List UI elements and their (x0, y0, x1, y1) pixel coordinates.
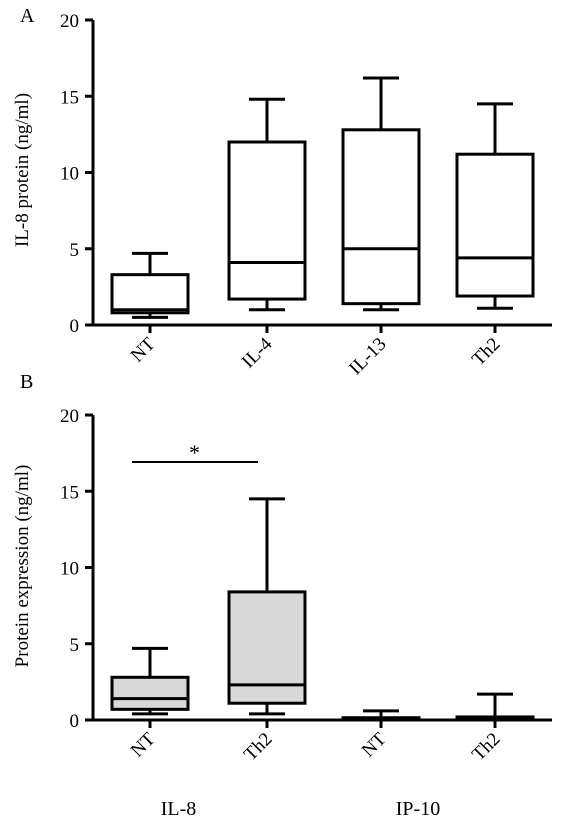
panel-b-x-labels: NT Th2 NT Th2 (127, 728, 505, 765)
panel-b-significance: * (132, 440, 258, 465)
panel-a: A IL-8 protein (ng/ml) 0 5 10 15 20 NT IL-4 IL… (12, 5, 552, 379)
panel-b-y-ticks: 0 5 10 15 20 (60, 406, 93, 732)
group-label: IL-8 (161, 798, 197, 820)
y-tick-label: 15 (60, 482, 79, 503)
iqr-box (341, 128, 421, 306)
panel-a-boxes (110, 76, 535, 319)
iqr-box (227, 590, 307, 705)
y-tick-label: 10 (60, 559, 79, 580)
iqr-box (455, 152, 535, 298)
panel-a-letter: A (20, 5, 35, 27)
box-plot (341, 709, 421, 722)
panel-a-x-labels: NT IL-4 IL-13 Th2 (127, 333, 505, 379)
y-tick-label: 0 (70, 711, 80, 732)
group-label: IP-10 (396, 798, 440, 820)
box-plot (455, 102, 535, 310)
iqr-box (110, 273, 190, 315)
y-tick-label: 10 (60, 164, 79, 185)
x-category-label: IL-4 (238, 333, 277, 372)
x-category-label: IL-13 (345, 334, 390, 379)
box-plot (227, 497, 307, 716)
panel-a-y-axis-label: IL-8 protein (ng/ml) (12, 93, 33, 247)
iqr-box (227, 140, 307, 301)
x-category-label: Th2 (468, 729, 504, 765)
panel-a-y-ticks: 0 5 10 15 20 (60, 11, 93, 337)
box-plot (455, 692, 535, 722)
x-category-label: Th2 (468, 334, 504, 370)
box-plot (341, 76, 421, 312)
box-plot (110, 251, 190, 319)
x-category-label: NT (127, 728, 160, 761)
iqr-box (110, 675, 190, 711)
panel-b-letter: B (20, 371, 33, 393)
box-plot (110, 646, 190, 716)
panel-b-y-axis-label: Protein expression (ng/ml) (12, 465, 33, 668)
x-category-label: NT (127, 333, 160, 366)
y-tick-label: 0 (70, 316, 80, 337)
y-tick-label: 20 (60, 406, 79, 427)
panel-b-group-labels: IL-8 IP-10 (161, 798, 441, 820)
significance-label: * (189, 440, 200, 465)
x-category-label: NT (358, 728, 391, 761)
y-tick-label: 5 (70, 240, 80, 261)
y-tick-label: 5 (70, 635, 80, 656)
panel-b-boxes (110, 497, 535, 722)
x-category-label: Th2 (240, 729, 276, 765)
y-tick-label: 20 (60, 11, 79, 32)
y-tick-label: 15 (60, 87, 79, 108)
box-plot (227, 97, 307, 312)
